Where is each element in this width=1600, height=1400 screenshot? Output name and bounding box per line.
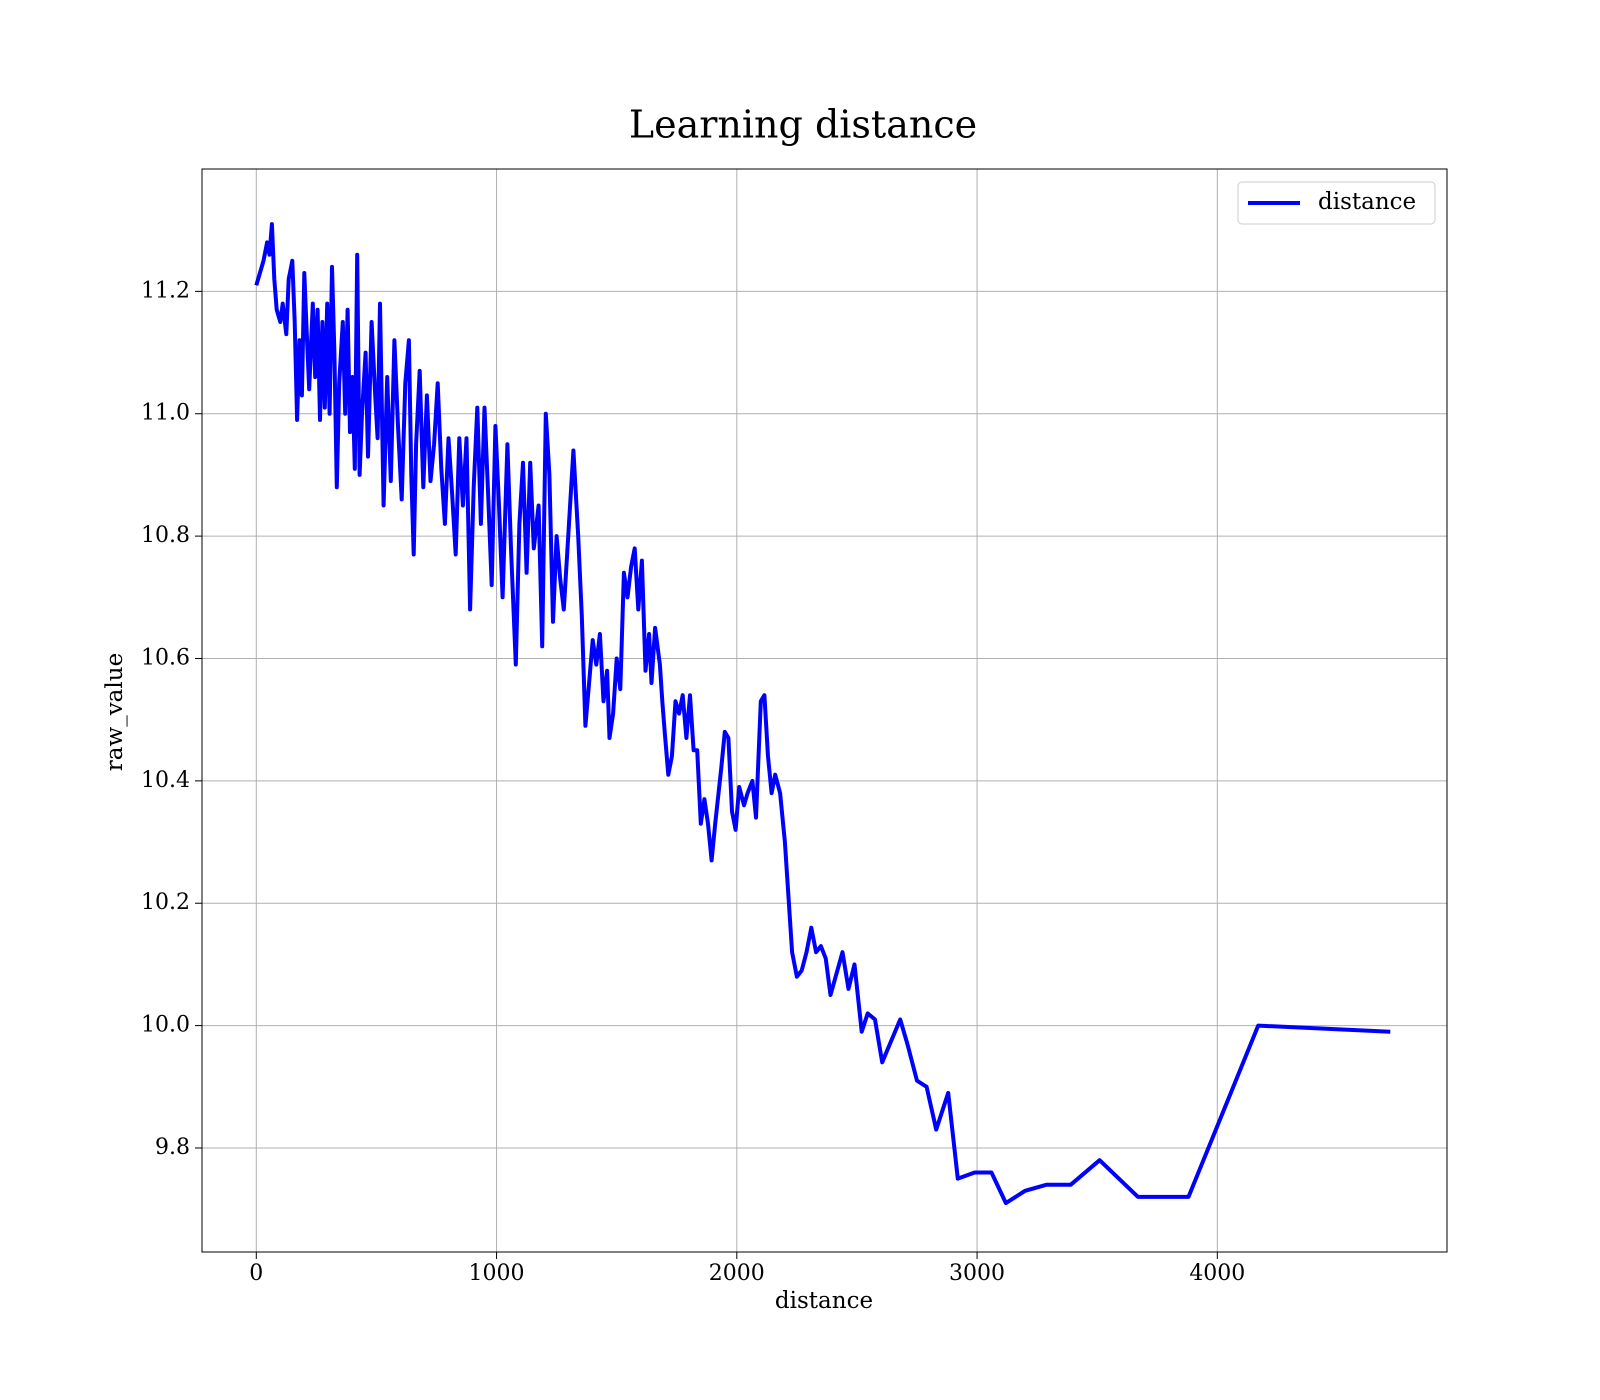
y-tick-label: 10.6 — [141, 645, 190, 670]
y-tick-label: 10.2 — [141, 890, 190, 915]
y-tick-label: 9.8 — [155, 1135, 190, 1160]
x-tick-label: 2000 — [709, 1261, 765, 1286]
x-tick-label: 3000 — [949, 1261, 1005, 1286]
y-tick-label: 10.0 — [141, 1013, 190, 1038]
x-tick-label: 0 — [249, 1261, 263, 1286]
legend-box — [1237, 181, 1436, 225]
y-axis-label: raw_value — [102, 653, 128, 771]
x-tick-label: 1000 — [469, 1261, 525, 1286]
y-tick-label: 11.0 — [141, 401, 190, 426]
chart-title: Learning distance — [629, 103, 977, 147]
x-tick-label: 4000 — [1189, 1261, 1245, 1286]
y-tick-label: 10.8 — [141, 523, 190, 548]
x-axis-label: distance — [775, 1288, 873, 1314]
data-line — [254, 222, 1391, 1206]
plot-frame — [201, 168, 1448, 1253]
y-tick-label: 10.4 — [141, 768, 190, 793]
y-tick-label: 11.2 — [141, 278, 190, 303]
legend-label: distance — [1318, 189, 1416, 215]
